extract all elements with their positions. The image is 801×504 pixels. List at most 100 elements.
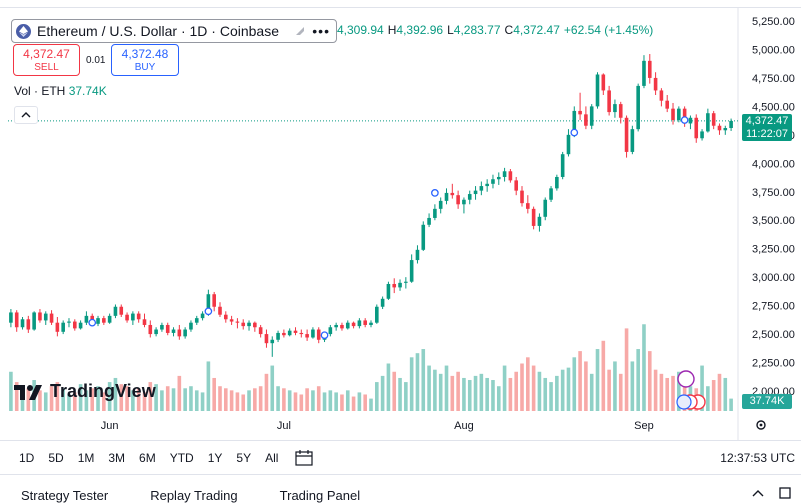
volume-bar xyxy=(194,390,199,411)
candle-body xyxy=(200,313,205,319)
volume-bar xyxy=(717,373,722,411)
chart-settings-icon[interactable] xyxy=(756,420,766,430)
candle-body xyxy=(438,200,443,209)
volume-bar xyxy=(450,375,455,411)
volume-bar xyxy=(316,386,321,411)
range-button-3m[interactable]: 3M xyxy=(108,450,126,465)
last-price-tag: 4,372.47 11:22:07 xyxy=(742,114,792,141)
price-chart-svg[interactable]: 5,250.005,000.004,750.004,500.004,250.00… xyxy=(0,8,801,440)
volume-bar xyxy=(537,371,542,411)
volume-bar xyxy=(653,369,658,411)
ohlc-key: C xyxy=(504,23,514,37)
candle-body xyxy=(618,104,623,118)
price-axis-label: 2,500.00 xyxy=(752,329,795,341)
candle-body xyxy=(9,312,13,323)
volume-bar xyxy=(595,349,600,411)
event-marker-icon xyxy=(570,128,579,137)
volume-bar xyxy=(165,386,170,411)
candle-body xyxy=(479,186,484,191)
candle-body xyxy=(212,294,216,307)
candle-body xyxy=(404,281,408,283)
time-axis-label: Jun xyxy=(101,420,119,432)
volume-bar xyxy=(427,365,431,411)
candle-body xyxy=(241,322,246,327)
candle-body xyxy=(555,176,559,189)
utc-clock[interactable]: 12:37:53 UTC xyxy=(720,450,795,465)
candle-body xyxy=(270,339,275,344)
price-axis-label: 5,250.00 xyxy=(752,16,795,28)
price-axis-label: 2,750.00 xyxy=(752,301,795,313)
candle-body xyxy=(328,327,333,335)
range-button-all[interactable]: All xyxy=(265,450,279,465)
volume-bar xyxy=(264,373,269,411)
volume-bar xyxy=(572,357,577,411)
candle-body xyxy=(235,321,240,323)
volume-bar xyxy=(334,392,338,411)
candle-body xyxy=(160,324,164,330)
more-options-icon[interactable]: ••• xyxy=(312,23,330,39)
range-button-1m[interactable]: 1M xyxy=(77,450,95,465)
goto-date-icon[interactable] xyxy=(294,449,314,467)
candle-body xyxy=(119,306,124,315)
candle-body xyxy=(136,313,141,320)
range-button-5y[interactable]: 5Y xyxy=(236,450,252,465)
expand-panel-icon[interactable] xyxy=(751,486,765,500)
volume-bar xyxy=(386,363,391,411)
sell-label: SELL xyxy=(34,62,59,73)
volume-bar xyxy=(229,390,234,411)
candle-body xyxy=(706,113,710,132)
time-axis-label: Aug xyxy=(454,420,474,432)
volume-bar xyxy=(258,386,263,411)
maximize-panel-icon[interactable] xyxy=(778,486,792,500)
volume-bar xyxy=(607,369,611,411)
volume-bar xyxy=(618,373,623,411)
volume-bar xyxy=(375,382,379,411)
news-icon xyxy=(677,370,695,388)
volume-bar xyxy=(671,375,675,411)
range-button-1y[interactable]: 1Y xyxy=(207,450,223,465)
candle-body xyxy=(107,315,112,323)
candle-body xyxy=(305,334,309,338)
candle-body xyxy=(677,108,681,121)
volume-bar xyxy=(549,382,553,411)
volume-bar xyxy=(729,398,733,411)
collapse-legend-button[interactable] xyxy=(14,106,38,124)
volume-bar xyxy=(9,371,13,411)
symbol-title-pill[interactable]: Ethereum / U.S. Dollar · 1D · Coinbase •… xyxy=(11,19,337,43)
volume-bar xyxy=(61,388,65,411)
sell-button[interactable]: 4,372.47 SELL xyxy=(13,44,80,76)
candle-body xyxy=(711,113,716,126)
range-button-1d[interactable]: 1D xyxy=(19,450,35,465)
price-axis-label: 3,500.00 xyxy=(752,215,795,227)
panel-tab-trading-panel[interactable]: Trading Panel xyxy=(279,488,361,503)
volume-legend-value: 37.74K xyxy=(68,84,107,98)
volume-bar xyxy=(363,394,367,411)
price-axis-label: 4,500.00 xyxy=(752,101,795,113)
range-button-5d[interactable]: 5D xyxy=(48,450,64,465)
pin-icon[interactable] xyxy=(294,25,306,37)
buy-button[interactable]: 4,372.48 BUY xyxy=(111,44,179,76)
range-button-6m[interactable]: 6M xyxy=(139,450,156,465)
tradingview-logo[interactable]: TradingView xyxy=(14,381,156,402)
tradingview-logo-text: TradingView xyxy=(50,381,156,401)
volume-bar xyxy=(444,365,449,411)
chevron-up-icon xyxy=(21,112,31,118)
candle-body xyxy=(49,313,54,323)
candle-body xyxy=(473,190,478,195)
volume-bar xyxy=(67,394,71,411)
sell-price: 4,372.47 xyxy=(23,47,70,61)
candle-body xyxy=(131,313,135,321)
volume-bar xyxy=(706,386,710,411)
candle-body xyxy=(456,195,460,205)
candle-body xyxy=(531,208,536,226)
candle-body xyxy=(433,208,437,218)
chart-area[interactable]: 5,250.005,000.004,750.004,500.004,250.00… xyxy=(0,8,801,440)
panel-tab-strategy-tester[interactable]: Strategy Tester xyxy=(21,488,109,503)
volume-bar xyxy=(171,388,176,411)
volume-bar xyxy=(624,328,629,411)
panel-tab-replay-trading[interactable]: Replay Trading xyxy=(150,488,238,503)
candle-body xyxy=(189,322,193,330)
candle-body xyxy=(514,180,519,191)
range-button-ytd[interactable]: YTD xyxy=(169,450,194,465)
candle-body xyxy=(154,329,158,335)
